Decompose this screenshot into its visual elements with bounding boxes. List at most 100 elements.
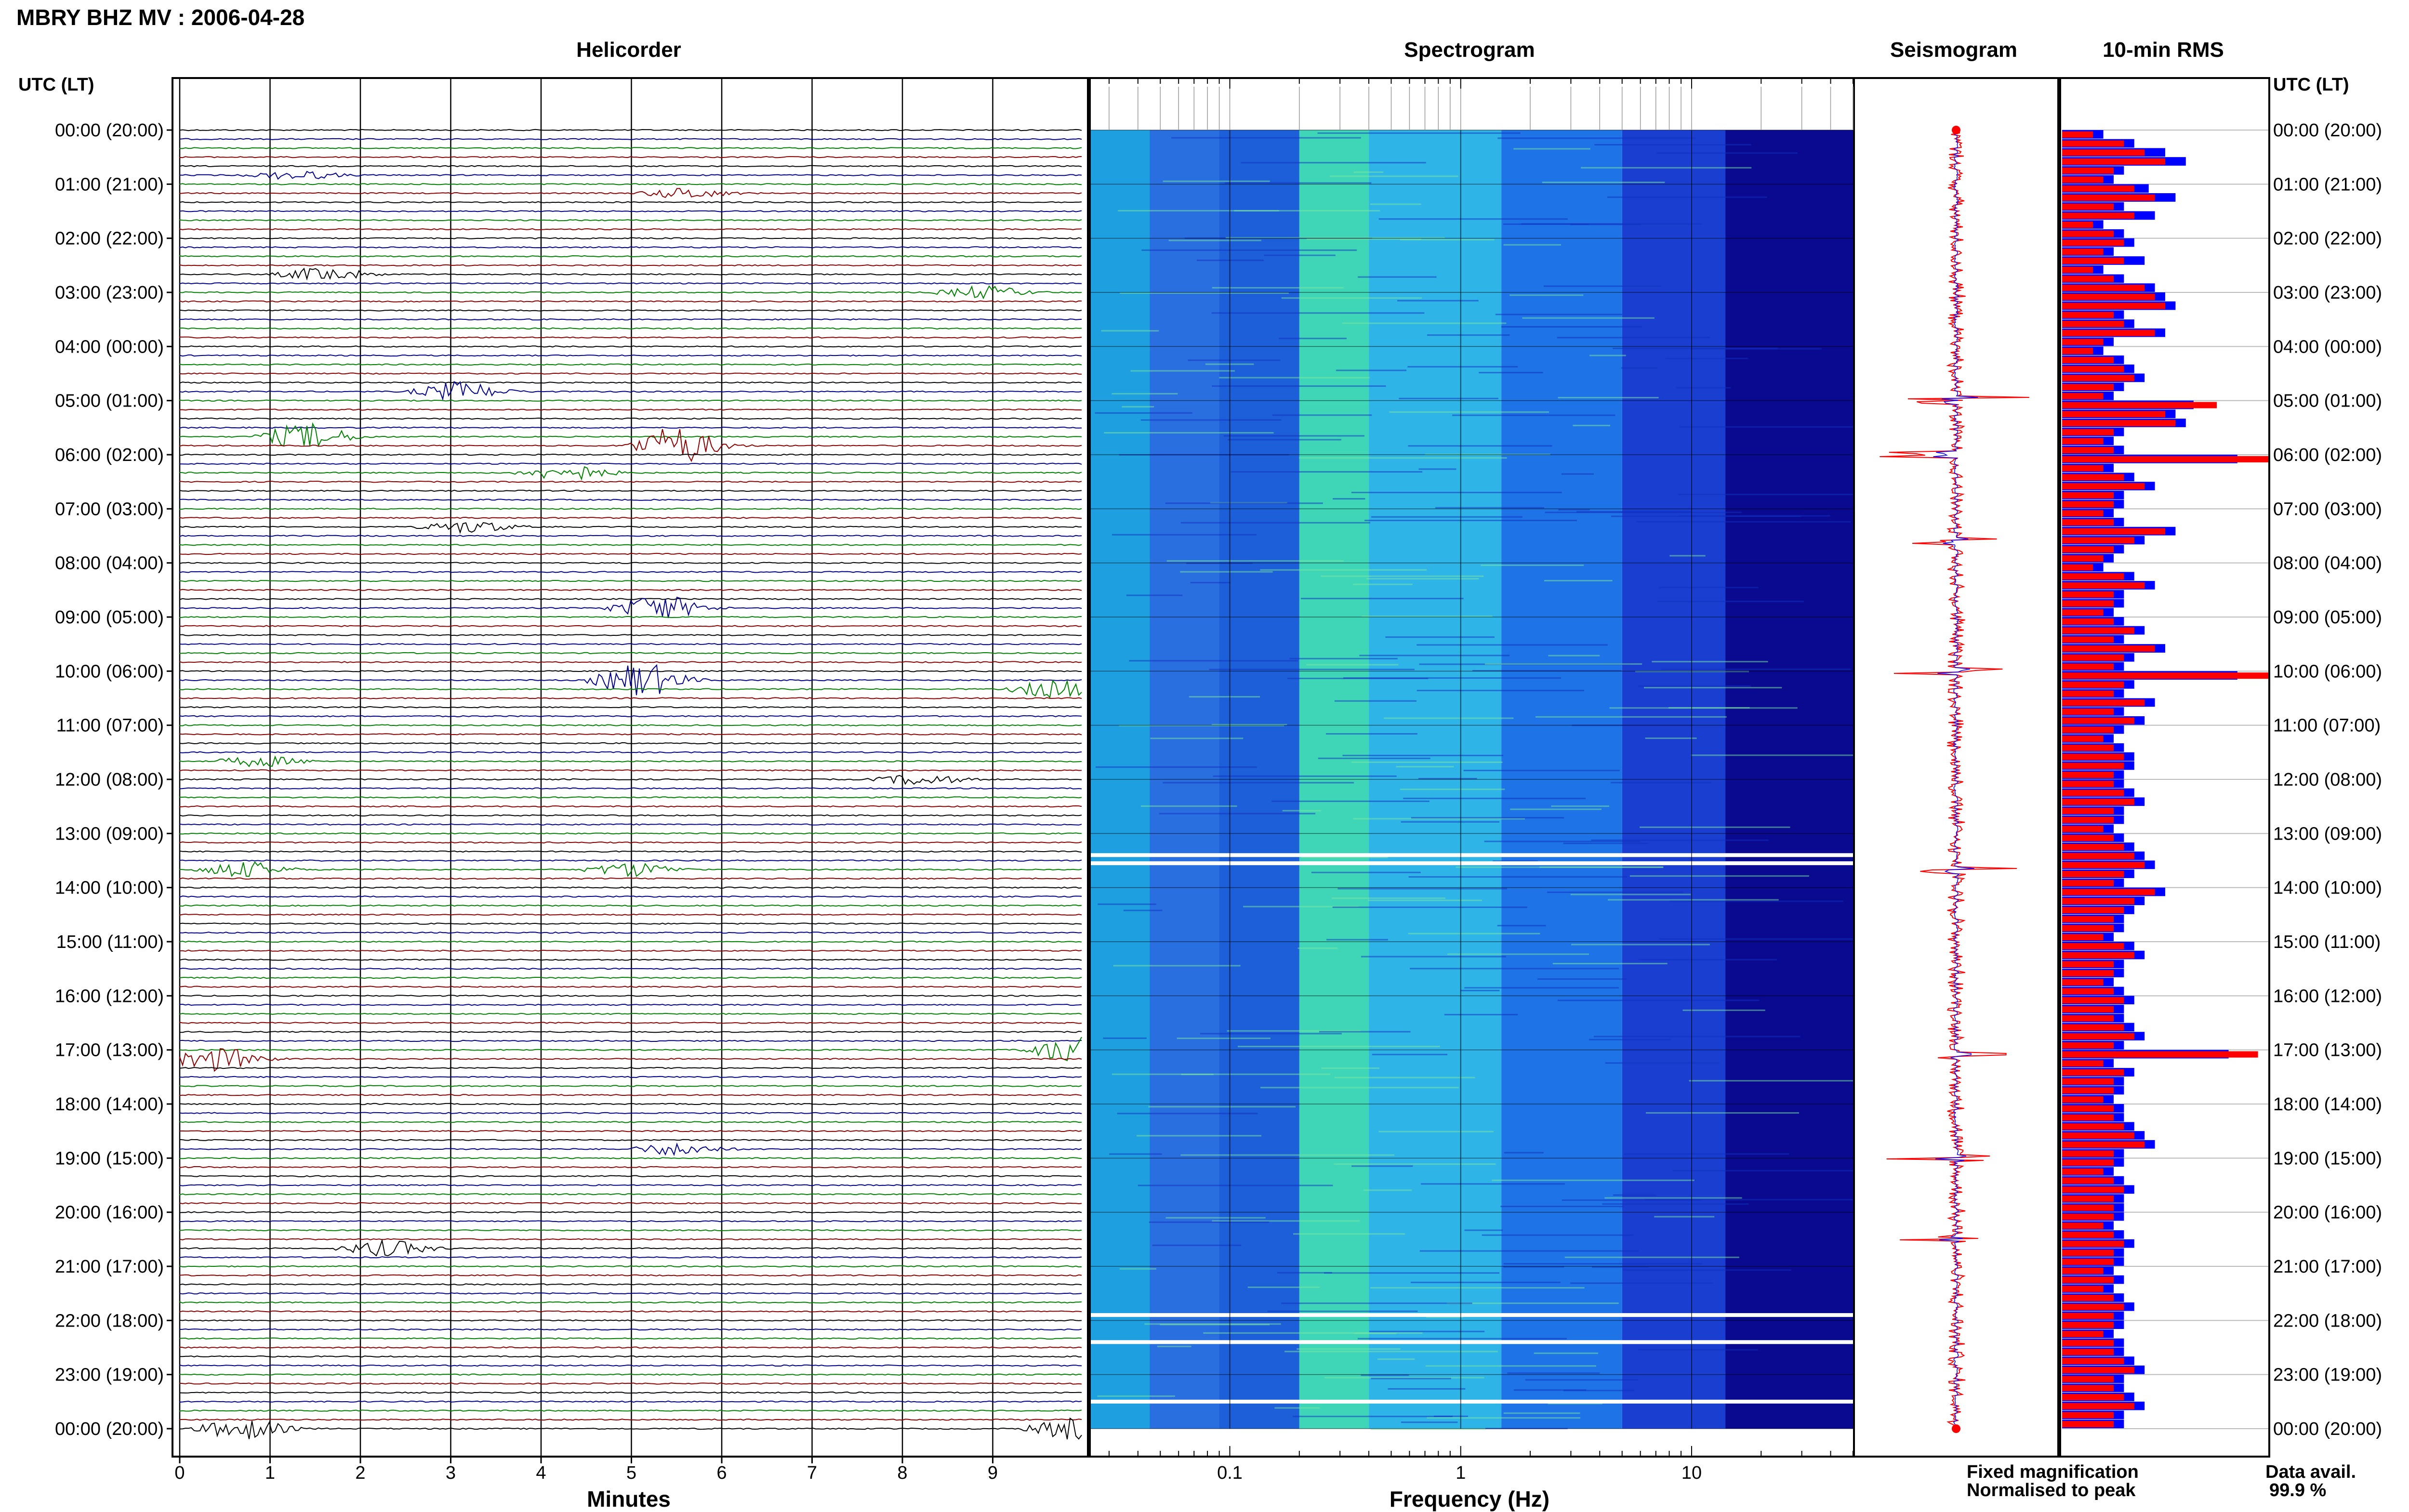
- spectrogram-streak: [1203, 1332, 1423, 1334]
- spectrogram-streak: [1503, 1266, 1564, 1268]
- spectrogram-streak: [1351, 491, 1562, 493]
- helicorder-x-tick-label: 3: [446, 1463, 456, 1483]
- time-tick-label: 12:00 (08:00): [55, 770, 164, 790]
- spectrogram-streak: [1604, 1197, 1742, 1199]
- time-tick-label: 01:00 (21:00): [55, 174, 164, 195]
- rms-bar-normalised: [2062, 158, 2165, 165]
- rms-bar-normalised: [2062, 835, 2114, 841]
- spectrogram-streak: [1571, 944, 1710, 946]
- spectrogram-x-ticks: 0.1 1 10: [1108, 78, 1853, 1483]
- time-tick-label: 20:00 (16:00): [55, 1203, 164, 1223]
- rms-bar-normalised: [2062, 1015, 2114, 1022]
- spectrogram-streak: [1513, 148, 1590, 150]
- helicorder-trace-line: [179, 255, 1082, 258]
- time-tick-label: 14:00 (10:00): [2273, 878, 2382, 898]
- time-tick-label: 13:00 (09:00): [55, 824, 164, 844]
- rms-bar-normalised: [2062, 717, 2134, 724]
- spectrogram-data-gap: [1091, 1340, 1853, 1344]
- spectrogram-streak: [1353, 171, 1384, 173]
- spectrogram-streak: [1123, 909, 1163, 911]
- spectrogram-streak: [1371, 1378, 1451, 1380]
- spectrogram-streak: [1267, 1310, 1418, 1312]
- spectrogram-streak: [1372, 1053, 1448, 1055]
- rms-bar-normalised: [2062, 636, 2114, 643]
- spectrogram-streak: [1629, 875, 1809, 877]
- spectrogram-streak: [1165, 1217, 1266, 1219]
- helicorder-trace-line: [179, 147, 1082, 149]
- spectrogram-data-gap: [1091, 1313, 1853, 1317]
- rms-bar-normalised: [2062, 1051, 2258, 1058]
- spectrogram-streak: [1425, 1365, 1596, 1367]
- helicorder-trace-line: [179, 228, 1082, 231]
- spectrogram-streak: [1297, 947, 1338, 949]
- seismogram-trace: [1880, 126, 2029, 1433]
- spectrogram-streak: [1396, 766, 1454, 768]
- helicorder-traces: [179, 129, 1082, 1440]
- helicorder-trace-line: [179, 210, 1082, 212]
- time-tick-label: 00:00 (20:00): [55, 1419, 164, 1439]
- spectrogram-streak: [1691, 348, 1822, 350]
- spectrogram-streak: [1333, 498, 1365, 500]
- helicorder-trace-line: [179, 201, 1082, 204]
- spectrogram-streak: [1552, 962, 1668, 964]
- spectrogram-streak: [1219, 377, 1370, 379]
- spectrogram-streak: [1181, 1074, 1214, 1076]
- spectrogram-streak: [1495, 314, 1622, 316]
- rms-bar-normalised: [2062, 285, 2145, 291]
- rms-bars: [2062, 130, 2268, 1428]
- seismogram-fixed-line: [1933, 130, 1978, 1428]
- spectrogram-streak: [1557, 337, 1710, 339]
- helicorder-trace-line: [179, 1166, 1082, 1169]
- spectrogram-streak: [1657, 601, 1804, 603]
- time-tick-label: 21:00 (17:00): [2273, 1257, 2382, 1277]
- spectrogram-streak: [1669, 900, 1843, 902]
- spectrogram-streak: [1359, 655, 1510, 657]
- spectrogram-streak: [1408, 445, 1552, 447]
- spectrogram-streak: [1388, 1388, 1466, 1390]
- helicorder-trace-line: [179, 895, 1082, 898]
- spectrogram-streak: [1497, 925, 1546, 927]
- helicorder-trace-line: [179, 1012, 1082, 1015]
- legend-normalised-to-peak: Normalised to peak: [1967, 1480, 2136, 1500]
- rms-bar-normalised: [2062, 537, 2134, 544]
- spectrogram-streak: [1317, 132, 1521, 134]
- rms-bar-normalised: [2062, 203, 2114, 210]
- helicorder-trace-line: [179, 1310, 1082, 1313]
- rms-bar-normalised: [2062, 348, 2093, 355]
- spectrogram-streak: [1479, 372, 1543, 374]
- helicorder-trace-line: [179, 466, 1082, 481]
- spectrogram-streak: [1163, 782, 1354, 784]
- helicorder-trace-line: [179, 1039, 1082, 1042]
- spectrogram-streak: [1112, 393, 1178, 394]
- helicorder-trace-line: [179, 1265, 1082, 1268]
- spectrogram-streak: [1319, 1031, 1411, 1033]
- rms-bar-normalised: [2062, 185, 2134, 192]
- rms-bar-normalised: [2062, 1204, 2114, 1211]
- spectrogram-streak: [1095, 412, 1192, 414]
- rms-bar-normalised: [2062, 952, 2134, 959]
- helicorder-trace-line: [179, 480, 1082, 483]
- helicorder-trace-line: [179, 904, 1082, 907]
- rms-bar-normalised: [2062, 925, 2114, 932]
- helicorder-trace-line: [179, 1238, 1082, 1241]
- spectrogram-streak: [1180, 571, 1273, 573]
- helicorder-trace-line: [179, 516, 1082, 519]
- time-tick-label: 07:00 (03:00): [2273, 499, 2382, 519]
- data-avail-value: 99.9 %: [2269, 1480, 2326, 1500]
- rms-bar-normalised: [2062, 1078, 2114, 1085]
- helicorder-trace-line: [179, 589, 1082, 592]
- spectrogram-streak: [1426, 1316, 1463, 1318]
- spectrogram-streak: [1297, 1348, 1401, 1350]
- spectrogram-streak: [1689, 1080, 1898, 1082]
- spectrogram-streak: [1301, 598, 1464, 600]
- spectrogram-streak: [1481, 565, 1584, 566]
- spectrogram-streak: [1149, 1221, 1270, 1223]
- spectrogram-streak: [1389, 411, 1549, 413]
- spectrogram-data-gap: [1091, 1399, 1853, 1404]
- helicorder-trace-line: [179, 422, 1082, 447]
- spectrogram-streak: [1271, 800, 1430, 802]
- spectrogram-streak: [1607, 196, 1767, 198]
- time-tick-label: 00:00 (20:00): [2273, 120, 2382, 141]
- spectrogram-streak: [1682, 1009, 1765, 1011]
- spectrogram-streak: [1563, 842, 1649, 844]
